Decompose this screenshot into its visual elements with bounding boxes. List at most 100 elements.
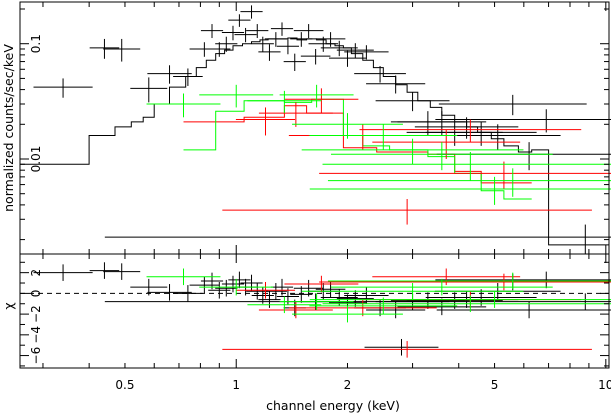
model-step-line-1	[183, 105, 532, 184]
residual-point-s0-11	[228, 271, 251, 289]
residual-point-s2-7	[330, 278, 553, 296]
residual-point-s0-22	[293, 279, 324, 297]
residual-point-s0-13	[240, 274, 263, 292]
data-point-s0-25	[315, 32, 346, 47]
residual-point-s0-16	[258, 291, 281, 308]
data-point-s2-3	[279, 84, 354, 108]
residual-point-s2-3	[279, 293, 354, 310]
data-point-s0-38	[434, 124, 561, 150]
residual-point-s2-6	[301, 283, 524, 300]
data-point-s0-13	[240, 5, 263, 19]
data-point-s1-1	[258, 102, 333, 127]
y-tick-label: −4	[29, 326, 43, 344]
x-tick-label: 1	[232, 378, 240, 392]
residual-point-s2-2	[247, 296, 322, 314]
data-point-s0-17	[264, 32, 287, 47]
residual-point-s0-41	[436, 301, 611, 319]
data-point-s0-4	[147, 65, 192, 84]
data-point-s0-11	[228, 14, 251, 27]
x-tick-label: 0.5	[115, 378, 134, 392]
residual-point-s0-29	[344, 287, 389, 304]
data-point-s0-20	[283, 53, 306, 71]
residual-point-s0-1	[89, 262, 120, 279]
data-point-s0-7	[200, 24, 224, 39]
data-point-s1-2	[284, 88, 359, 114]
data-point-s2-6	[301, 138, 524, 165]
data-point-s0-28	[336, 43, 374, 59]
x-tick-label: 10	[598, 378, 611, 392]
residual-point-s0-5	[173, 285, 203, 302]
residual-point-s1-5	[372, 268, 521, 286]
data-point-s0-32	[375, 92, 450, 112]
y-tick-label: −2	[29, 305, 43, 323]
residuals-panel: 0.5 1 2 5 10 −6 −4 −2 0 2 χ	[1, 253, 611, 392]
residuals-ticks: 0.5 1 2 5 10 −6 −4 −2 0 2	[20, 254, 611, 392]
y-tick-label: 2	[29, 269, 43, 277]
residual-point-s0-14	[246, 283, 269, 300]
residual-point-s2-5	[309, 297, 458, 315]
x-axis-label: channel energy (keV)	[266, 398, 400, 413]
data-point-s1-0	[235, 107, 296, 136]
data-point-s0-15	[251, 36, 274, 52]
data-point-s0-9	[215, 36, 238, 52]
data-point-s0-8	[208, 42, 231, 57]
residual-point-s0-7	[200, 272, 224, 290]
residual-point-s1-0	[235, 281, 296, 299]
residuals-frame	[19, 253, 610, 369]
data-point-s0-22	[293, 24, 324, 39]
residual-point-s2-1	[199, 278, 274, 296]
data-point-s0-19	[276, 39, 300, 55]
residual-point-s0-25	[315, 280, 346, 298]
data-point-s2-1	[199, 84, 274, 108]
residual-point-s0-0	[33, 264, 93, 281]
spectrum-y-axis-label: normalized counts/sec/keV	[1, 44, 16, 212]
data-point-s0-18	[270, 22, 294, 36]
data-point-s0-30	[354, 66, 406, 83]
data-point-s0-2	[103, 38, 141, 62]
model-step-line-2	[183, 98, 532, 200]
x-tick-label: 2	[344, 378, 352, 392]
data-point-s0-42	[104, 224, 611, 254]
y-tick-label: −6	[29, 347, 43, 365]
residual-marks	[20, 262, 611, 358]
spectrum-marks	[20, 5, 611, 254]
data-point-s1-7	[319, 161, 611, 189]
data-point-s0-10	[221, 25, 245, 41]
residual-point-s2-10	[327, 272, 611, 290]
data-point-s0-31	[366, 75, 426, 94]
residual-point-s2-9	[309, 291, 611, 308]
y-tick-label: 0	[29, 290, 43, 298]
residual-point-s0-43	[104, 293, 611, 310]
data-point-s0-41	[435, 109, 611, 133]
residual-point-s0-42	[435, 271, 611, 289]
data-point-s2-8	[322, 152, 611, 181]
residual-point-s0-28	[336, 290, 374, 307]
data-point-s0-21	[290, 32, 313, 47]
residual-point-s1-2	[284, 275, 359, 293]
data-point-s1-3	[288, 124, 437, 150]
residual-point-s0-3	[130, 278, 168, 296]
residual-point-s0-32	[364, 338, 439, 356]
spectrum-ticks: 0.01 0.1	[20, 2, 609, 254]
y-tick-label: 0.01	[29, 146, 43, 173]
data-point-s0-40	[436, 142, 611, 171]
data-point-s0-0	[33, 78, 93, 98]
data-point-s0-5	[173, 68, 203, 86]
data-point-s2-10	[327, 168, 611, 197]
residual-point-s0-38	[425, 289, 537, 306]
residual-point-s0-31	[366, 301, 426, 319]
data-point-s0-23	[300, 48, 331, 65]
data-point-s1-4	[222, 198, 592, 225]
residual-point-s1-3	[288, 299, 437, 317]
x-tick-label: 5	[491, 378, 499, 392]
data-point-s0-39	[438, 94, 587, 116]
residuals-y-axis-label: χ	[1, 302, 16, 309]
residual-point-s0-17	[264, 283, 287, 300]
model-step-line-0	[20, 37, 609, 246]
residual-point-s2-4	[292, 305, 403, 323]
data-point-s0-27	[329, 50, 366, 67]
data-point-s0-29	[344, 45, 389, 60]
data-point-s0-34	[397, 111, 487, 136]
data-point-s0-12	[234, 27, 257, 43]
